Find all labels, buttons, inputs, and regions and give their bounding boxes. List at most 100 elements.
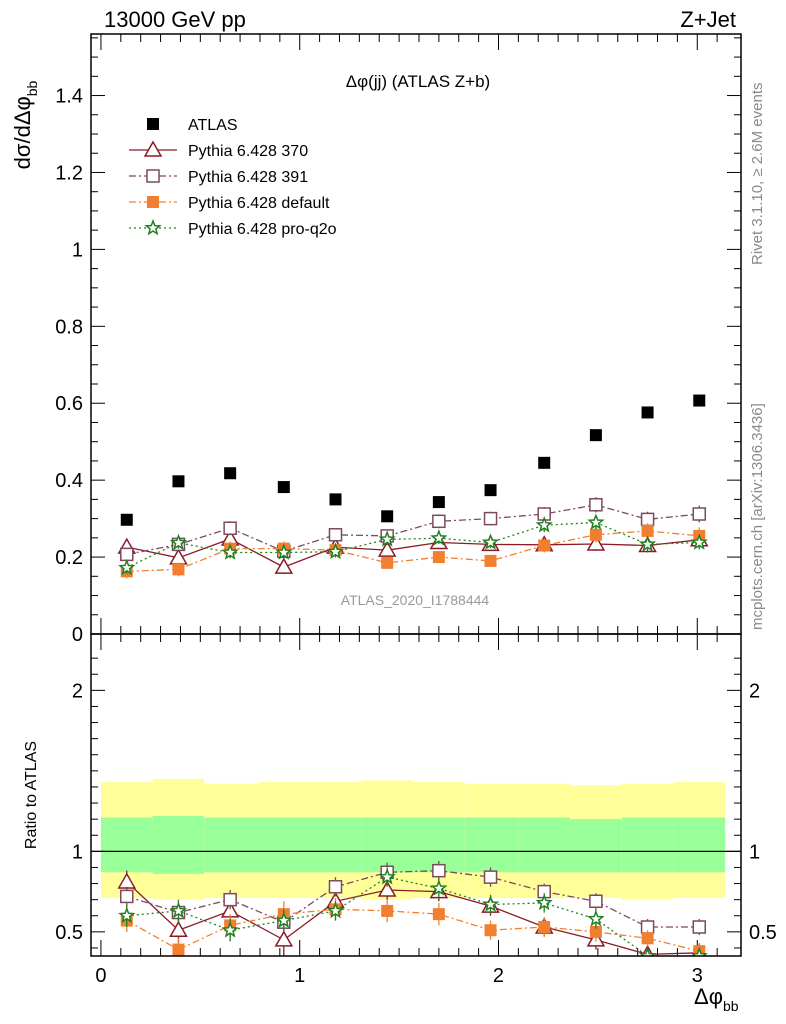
data-point [538, 539, 551, 552]
data-point [169, 533, 188, 551]
main-y-tick-label: 0.4 [55, 470, 83, 492]
legend-marker [146, 169, 160, 183]
analysis-watermark: ATLAS_2020_I1788444 [341, 592, 490, 608]
data-point [538, 456, 551, 469]
data-point [430, 529, 448, 546]
rivet-version-label: Rivet 3.1.10, ≥ 2.6M events [749, 83, 766, 266]
ratio-data-point [538, 921, 551, 934]
ratio-data-point [169, 901, 188, 919]
legend-label: Pythia 6.428 391 [188, 169, 308, 186]
ratio-series-line [126, 908, 700, 952]
ratio-y-tick-label-right: 0.5 [749, 922, 777, 944]
ratio-data-point [432, 908, 445, 921]
data-point [329, 493, 342, 506]
data-point [221, 543, 239, 560]
data-point [483, 511, 498, 526]
data-point [432, 551, 445, 564]
data-point [277, 481, 290, 494]
ratio-series-layer [117, 861, 708, 956]
legend-entry: Pythia 6.428 370 [129, 140, 308, 160]
legend-label: Pythia 6.428 pro-q2o [188, 221, 337, 238]
data-point [432, 514, 446, 529]
ratio-y-tick-label: 1 [72, 841, 83, 863]
header-left-label: 13000 GeV pp [104, 7, 246, 32]
inner-uncertainty-band [518, 817, 571, 873]
series-pythia-6-428-pro-q2o [118, 513, 708, 576]
data-point [638, 535, 657, 552]
series-atlas [120, 394, 706, 526]
main-y-axis-label: dσ/dΔφbb [10, 80, 40, 169]
ratio-data-point [377, 880, 397, 897]
main-y-tick-label: 1.2 [55, 162, 83, 184]
main-y-tick-label: 0.8 [55, 316, 83, 338]
main-y-tick-label: 0 [72, 624, 83, 646]
data-point [120, 513, 133, 526]
data-point [641, 524, 654, 537]
ratio-tick-labels: 0.5 0.5 1 1 2 2 0 1 2 3 [55, 680, 777, 987]
ratio-data-point [169, 920, 188, 937]
main-y-tick-label: 0.6 [55, 393, 83, 415]
x-tick-label: 1 [294, 965, 305, 987]
legend-entry: Pythia 6.428 pro-q2o [129, 218, 337, 238]
ratio-y-tick-label-right: 2 [749, 680, 760, 702]
ratio-uncertainty-bands [100, 778, 726, 900]
legend-entry: ATLAS [147, 117, 238, 134]
data-point [484, 554, 497, 567]
ratio-data-point [641, 932, 654, 945]
data-point [223, 521, 237, 535]
legend-marker [144, 218, 162, 236]
series-line [126, 538, 700, 568]
ratio-data-point [326, 901, 345, 919]
ratio-data-point [690, 946, 708, 956]
ratio-data-point [483, 870, 498, 884]
inner-uncertainty-band [673, 817, 726, 873]
inner-uncertainty-band [464, 817, 519, 873]
ratio-y-tick-label-right: 1 [749, 841, 760, 863]
ratio-data-point [430, 879, 448, 896]
main-axes [91, 34, 741, 635]
legend-label: Pythia 6.428 370 [188, 143, 308, 160]
data-point [328, 528, 343, 542]
mcplots-reference-label: mcplots.cern.ch [arXiv:1306.3436] [749, 403, 766, 630]
ratio-panel: 0.5 0.5 1 1 2 2 0 1 2 3 Ratio to ATLAS Δφbb [23, 633, 777, 1014]
ratio-frame [90, 633, 742, 957]
legend-label: ATLAS [188, 117, 238, 134]
data-point [224, 467, 237, 480]
ratio-y-tick-label: 2 [72, 680, 83, 702]
ratio-data-point [484, 924, 497, 937]
x-tick-label: 2 [493, 965, 504, 987]
ratio-data-point [381, 904, 394, 917]
series-pythia-6-428-default [120, 523, 706, 579]
data-point [641, 406, 654, 419]
ratio-data-point [535, 893, 553, 911]
header-right-label: Z+Jet [680, 7, 736, 32]
ratio-data-point [692, 920, 707, 934]
inner-uncertainty-band [204, 817, 258, 873]
legend-entry: Pythia 6.428 default [129, 195, 330, 212]
data-point [587, 513, 605, 530]
ratio-y-tick-label: 0.5 [55, 922, 83, 944]
legend-marker [147, 196, 159, 208]
data-point [589, 498, 603, 512]
data-point [378, 530, 396, 547]
series-pythia-6-428-391 [120, 497, 707, 562]
main-series-layer [117, 394, 709, 579]
ratio-data-point [120, 889, 134, 904]
ratio-data-point [481, 895, 500, 912]
x-tick-label: 3 [692, 965, 703, 987]
main-y-tick-label: 1 [72, 239, 83, 261]
data-point [432, 496, 445, 509]
main-plot-title: Δφ(jj) (ATLAS Z+b) [346, 72, 490, 91]
x-axis-label: Δφbb [694, 984, 739, 1014]
series-pythia-6-428-370 [117, 529, 709, 574]
ratio-data-point [275, 911, 293, 928]
data-point [535, 516, 553, 533]
series-line [126, 530, 700, 572]
data-point [326, 542, 345, 560]
inner-uncertainty-band [570, 819, 622, 873]
data-point [120, 547, 134, 562]
x-tick-label: 0 [95, 965, 106, 987]
data-point [693, 394, 706, 407]
ratio-data-point [587, 909, 605, 927]
